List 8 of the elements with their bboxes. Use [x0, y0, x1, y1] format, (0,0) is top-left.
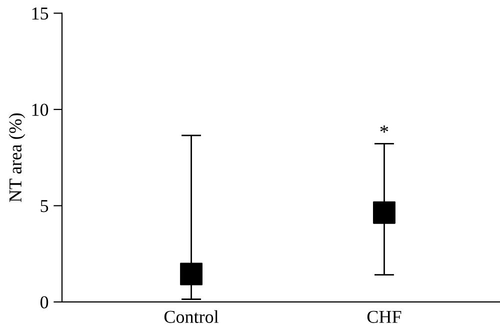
- y-axis-title: NT area (%): [8, 113, 26, 202]
- y-tick-label: 10: [32, 104, 48, 116]
- annotation: *: [380, 125, 388, 133]
- x-tick-label: Control: [164, 310, 218, 323]
- x-tick-label: CHF: [367, 310, 402, 323]
- y-tick-label: 0: [40, 296, 48, 308]
- y-tick-label: 5: [40, 200, 48, 212]
- y-tick-label: 15: [32, 8, 48, 20]
